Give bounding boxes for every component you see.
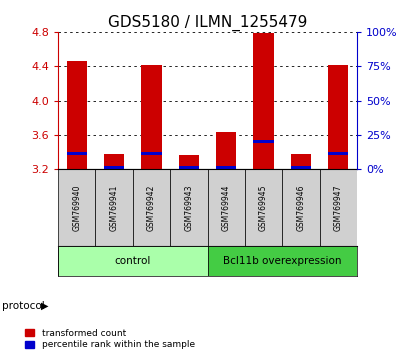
Text: GSM769946: GSM769946	[296, 184, 305, 231]
Title: GDS5180 / ILMN_1255479: GDS5180 / ILMN_1255479	[108, 14, 307, 30]
Bar	[66, 61, 87, 169]
Bar	[253, 33, 274, 169]
Text: ▶: ▶	[41, 301, 48, 311]
Bar	[178, 155, 199, 169]
Bar	[141, 152, 162, 155]
FancyBboxPatch shape	[208, 246, 357, 276]
FancyBboxPatch shape	[170, 169, 208, 246]
Text: GSM769947: GSM769947	[334, 184, 343, 231]
FancyBboxPatch shape	[58, 246, 208, 276]
Bar	[66, 152, 87, 155]
FancyBboxPatch shape	[282, 169, 320, 246]
Bar	[216, 132, 237, 169]
Bar	[328, 152, 349, 155]
Text: GSM769942: GSM769942	[147, 184, 156, 230]
Bar	[104, 166, 124, 169]
Bar	[178, 166, 199, 169]
FancyBboxPatch shape	[95, 169, 133, 246]
Bar	[216, 166, 237, 169]
Bar	[290, 154, 311, 169]
Bar	[141, 65, 162, 169]
FancyBboxPatch shape	[320, 169, 357, 246]
Text: GSM769943: GSM769943	[184, 184, 193, 231]
FancyBboxPatch shape	[208, 169, 245, 246]
Text: GSM769941: GSM769941	[110, 184, 119, 230]
Bar	[104, 154, 124, 169]
FancyBboxPatch shape	[133, 169, 170, 246]
Text: GSM769945: GSM769945	[259, 184, 268, 231]
Text: Bcl11b overexpression: Bcl11b overexpression	[223, 256, 342, 266]
Bar	[290, 166, 311, 169]
Bar	[328, 65, 349, 169]
Legend: transformed count, percentile rank within the sample: transformed count, percentile rank withi…	[25, 329, 195, 349]
Text: GSM769940: GSM769940	[72, 184, 81, 231]
FancyBboxPatch shape	[245, 169, 282, 246]
Text: protocol: protocol	[2, 301, 45, 311]
Text: control: control	[115, 256, 151, 266]
Text: GSM769944: GSM769944	[222, 184, 231, 231]
FancyBboxPatch shape	[58, 169, 95, 246]
Bar	[253, 140, 274, 143]
